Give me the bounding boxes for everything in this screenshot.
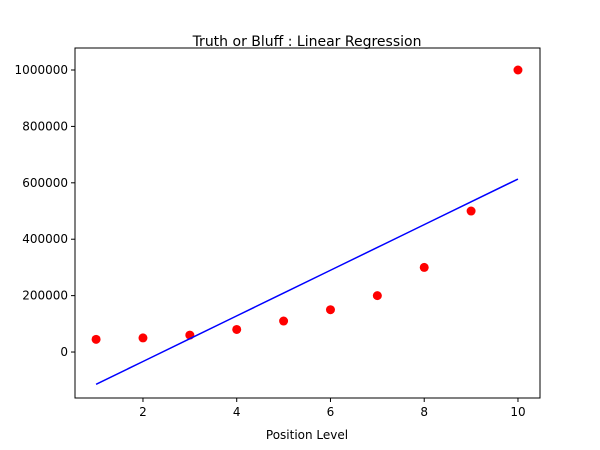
x-axis-label: Position Level bbox=[266, 428, 348, 442]
y-tick-label: 1000000 bbox=[15, 63, 68, 77]
point bbox=[513, 65, 523, 75]
point bbox=[419, 262, 429, 272]
x-tick-label: 4 bbox=[233, 405, 241, 419]
point bbox=[325, 305, 335, 315]
x-tick-label: 10 bbox=[510, 405, 525, 419]
x-tick-label: 8 bbox=[420, 405, 428, 419]
point bbox=[466, 206, 476, 216]
point bbox=[91, 334, 101, 344]
x-tick-label: 2 bbox=[139, 405, 147, 419]
plot-frame bbox=[74, 47, 541, 399]
point bbox=[372, 291, 382, 301]
chart-title: Truth or Bluff : Linear Regression bbox=[192, 34, 422, 50]
x-tick-label: 6 bbox=[327, 405, 335, 419]
point bbox=[138, 333, 148, 343]
regression-line bbox=[95, 178, 519, 385]
y-tick-label: 400000 bbox=[22, 232, 68, 246]
y-tick-label: 200000 bbox=[22, 289, 68, 303]
y-tick-label: 600000 bbox=[22, 176, 68, 190]
point bbox=[279, 316, 289, 326]
y-tick-label: 0 bbox=[60, 345, 68, 359]
y-tick-label: 800000 bbox=[22, 119, 68, 133]
point bbox=[232, 324, 242, 334]
